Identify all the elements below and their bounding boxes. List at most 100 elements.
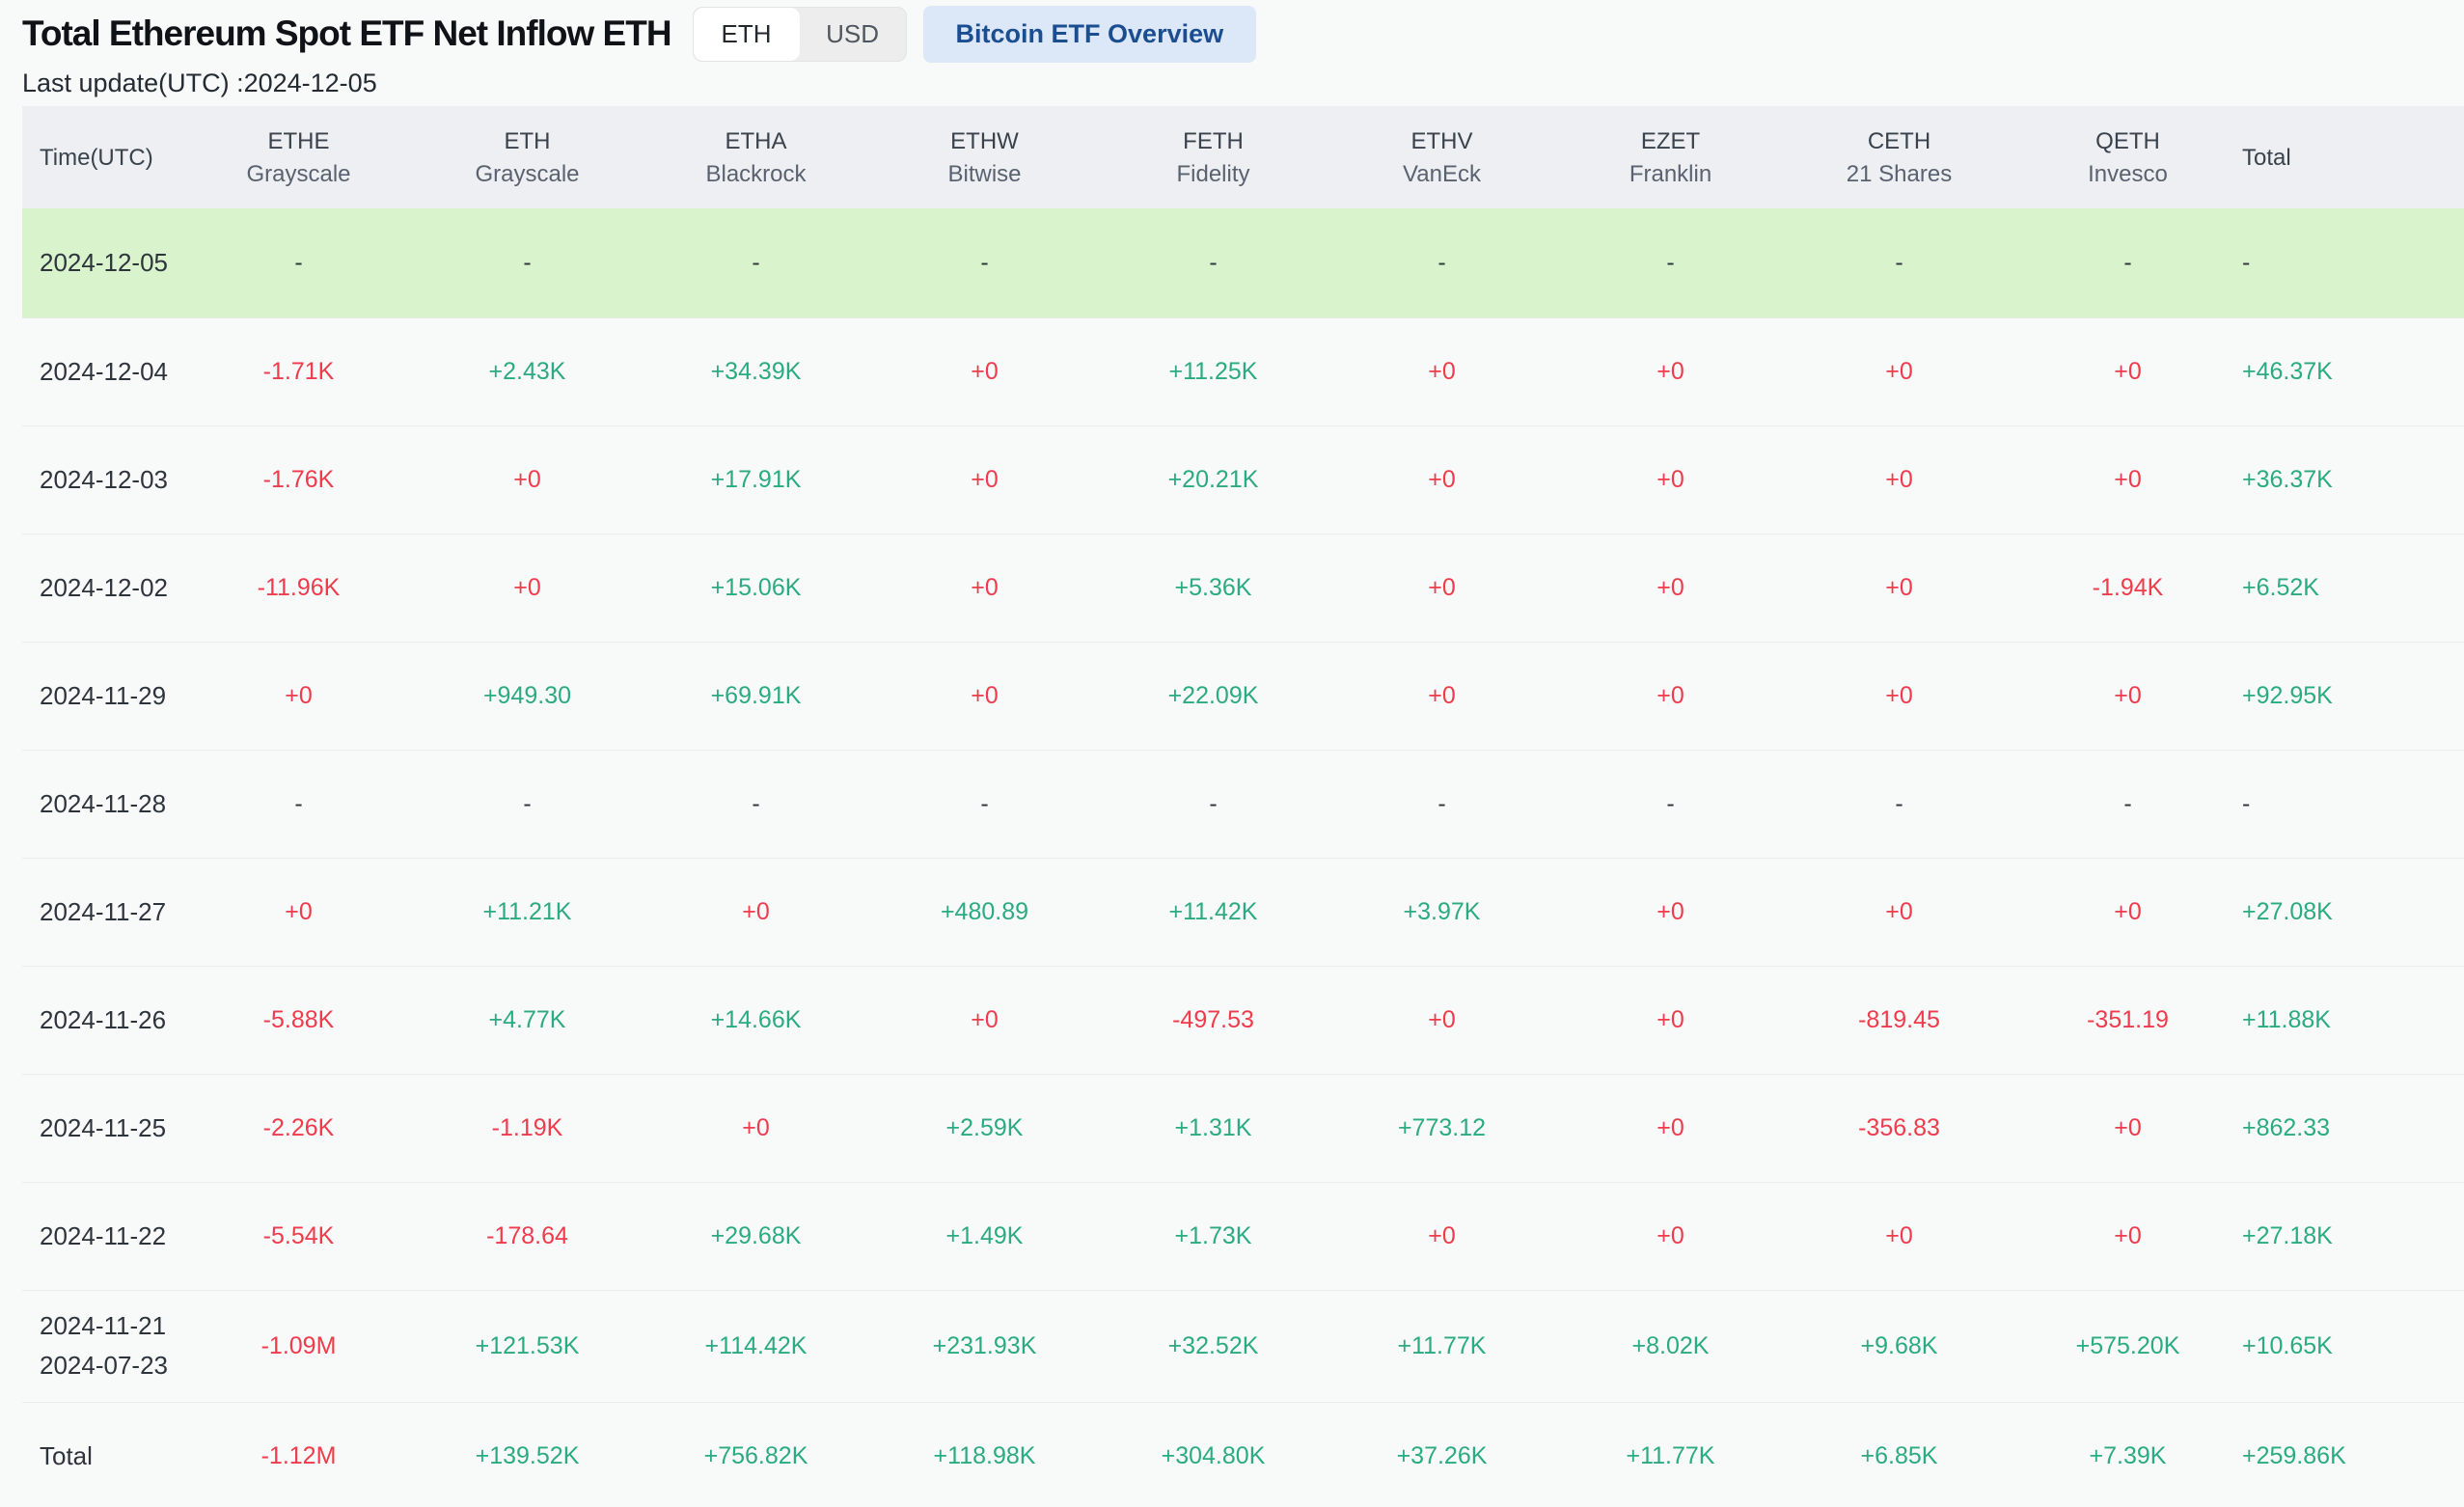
column-header-ezet: EZET Franklin — [1556, 106, 1785, 208]
page-header: Total Ethereum Spot ETF Net Inflow ETH E… — [0, 0, 2464, 63]
value-cell: +92.95K — [2242, 681, 2333, 709]
value-cell: - — [1666, 248, 1675, 276]
value-cell: +756.82K — [703, 1441, 808, 1469]
value-cell: +0 — [1428, 465, 1456, 493]
row-date-line1: 2024-12-05 — [40, 247, 168, 277]
value-cell: +11.21K — [482, 897, 572, 925]
row-date-line1: 2024-12-03 — [40, 464, 168, 494]
value-cell: - — [1895, 789, 1903, 817]
value-cell: +3.97K — [1403, 897, 1481, 925]
bitcoin-etf-overview-button[interactable]: Bitcoin ETF Overview — [922, 5, 1257, 63]
value-cell: +575.20K — [2075, 1331, 2180, 1359]
column-issuer: Franklin — [1629, 160, 1712, 187]
value-cell: +0 — [1885, 573, 1913, 601]
value-cell: +11.77K — [1626, 1441, 1715, 1469]
table-header-row: Time(UTC) ETHE Grayscale ETH Grayscale ETHA Bl… — [22, 106, 2464, 208]
column-header-ethe: ETHE Grayscale — [184, 106, 413, 208]
value-cell: -1.71K — [262, 357, 335, 385]
table-row: 2024-11-28 - - - - - - - - - - — [22, 750, 2464, 858]
value-cell: - — [2123, 789, 2132, 817]
value-cell: +17.91K — [710, 465, 802, 493]
row-date: 2024-12-05 — [22, 208, 184, 317]
value-cell: +7.39K — [2089, 1441, 2167, 1469]
value-cell: +0 — [2114, 1221, 2142, 1249]
value-cell: +121.53K — [475, 1331, 580, 1359]
value-cell: +46.37K — [2242, 357, 2333, 385]
value-cell: +0 — [513, 465, 541, 493]
value-cell: +2.59K — [945, 1113, 1024, 1141]
value-cell: +0 — [1656, 1005, 1684, 1033]
column-header-time-utc-: Time(UTC) — [22, 106, 184, 208]
value-cell: +0 — [1656, 573, 1684, 601]
row-date: 2024-11-26 — [22, 966, 184, 1074]
column-ticker: ETHW — [950, 127, 1019, 154]
value-cell: +11.25K — [1168, 357, 1258, 385]
value-cell: +1.73K — [1174, 1221, 1252, 1249]
column-ticker: EZET — [1640, 127, 1701, 154]
value-cell: - — [523, 248, 532, 276]
column-ticker: QETH — [2095, 127, 2160, 154]
value-cell: +29.68K — [710, 1221, 802, 1249]
value-cell: +0 — [1885, 1221, 1913, 1249]
value-cell: +0 — [513, 573, 541, 601]
value-cell: - — [2242, 248, 2251, 276]
row-date-line1: 2024-11-21 — [40, 1311, 167, 1340]
value-cell: +37.26K — [1396, 1441, 1488, 1469]
value-cell: -497.53 — [1172, 1005, 1254, 1033]
value-cell: +0 — [1428, 1005, 1456, 1033]
table-row: 2024-12-05 - - - - - - - - - - — [22, 208, 2464, 317]
column-issuer: Bitwise — [947, 160, 1022, 187]
row-date: 2024-11-25 — [22, 1074, 184, 1182]
currency-toggle: ETH USD — [692, 6, 907, 62]
table-row: 2024-12-03 -1.76K +0 +17.91K +0 +20.21K +0 +0 +0… — [22, 425, 2464, 534]
column-ticker: FETH — [1183, 127, 1244, 154]
table-row: 2024-11-27 +0 +11.21K +0 +480.89 +11.42K +3.97… — [22, 858, 2464, 966]
value-cell: +0 — [1885, 465, 1913, 493]
value-cell: -1.19K — [491, 1113, 563, 1141]
value-cell: +0 — [1885, 357, 1913, 385]
row-date: 2024-11-28 — [22, 750, 184, 858]
value-cell: +0 — [1656, 897, 1684, 925]
value-cell: +11.88K — [2242, 1005, 2331, 1033]
table-row: 2024-12-04 -1.71K +2.43K +34.39K +0 +11.25K +0… — [22, 317, 2464, 425]
value-cell: -351.19 — [2087, 1005, 2169, 1033]
value-cell: - — [1666, 789, 1675, 817]
value-cell: +69.91K — [710, 681, 802, 709]
value-cell: -11.96K — [257, 573, 341, 601]
column-header-ethw: ETHW Bitwise — [870, 106, 1099, 208]
value-cell: +480.89 — [940, 897, 1029, 925]
value-cell: +0 — [1885, 681, 1913, 709]
value-cell: - — [1895, 248, 1903, 276]
value-cell: +0 — [2114, 1113, 2142, 1141]
value-cell: +0 — [742, 897, 770, 925]
value-cell: - — [980, 789, 989, 817]
value-cell: - — [752, 789, 760, 817]
row-date: 2024-11-21 2024-07-23 — [22, 1290, 184, 1402]
row-date: Total — [22, 1402, 184, 1507]
value-cell: +15.06K — [710, 573, 802, 601]
toggle-option-usd[interactable]: USD — [800, 8, 906, 61]
value-cell: +0 — [742, 1113, 770, 1141]
value-cell: +0 — [971, 357, 999, 385]
column-ticker: ETHV — [1410, 127, 1473, 154]
table-total-row: Total -1.12M +139.52K +756.82K +118.98K +304.… — [22, 1402, 2464, 1507]
value-cell: -2.26K — [262, 1113, 335, 1141]
value-cell: +27.18K — [2242, 1221, 2333, 1249]
value-cell: +0 — [971, 573, 999, 601]
column-issuer: Fidelity — [1176, 160, 1250, 187]
value-cell: +14.66K — [710, 1005, 802, 1033]
value-cell: +9.68K — [1860, 1331, 1938, 1359]
value-cell: +0 — [1428, 573, 1456, 601]
row-date-line1: 2024-11-29 — [40, 680, 167, 710]
toggle-option-eth[interactable]: ETH — [693, 7, 800, 61]
column-issuer: Grayscale — [475, 160, 580, 187]
column-ticker: ETHE — [267, 127, 330, 154]
value-cell: +8.02K — [1631, 1331, 1710, 1359]
row-date: 2024-11-29 — [22, 642, 184, 750]
value-cell: -1.09M — [260, 1331, 337, 1359]
value-cell: +0 — [2114, 897, 2142, 925]
value-cell: +6.85K — [1860, 1441, 1938, 1469]
value-cell: +1.49K — [945, 1221, 1024, 1249]
value-cell: +0 — [1656, 681, 1684, 709]
value-cell: +32.52K — [1167, 1331, 1259, 1359]
